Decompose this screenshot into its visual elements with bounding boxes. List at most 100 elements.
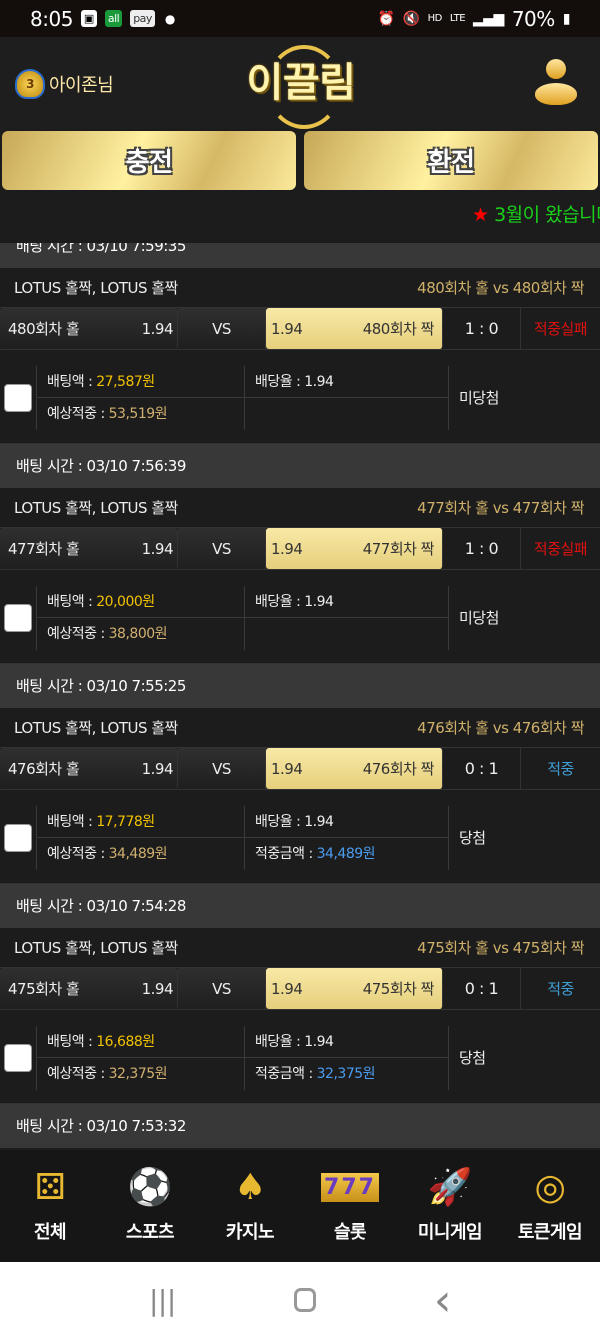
select-checkbox[interactable] (4, 384, 32, 412)
score: 0 : 1 (443, 748, 521, 789)
game-name: LOTUS 홀짝, LOTUS 홀짝 (14, 939, 178, 957)
win-amount-cell: 적중금액 : 34,489원 (244, 838, 448, 870)
nav-item-dice[interactable]: ⚄ 전체 (0, 1150, 100, 1262)
signal-icon: ▂▄▆ (473, 10, 504, 27)
win-amount-cell (244, 398, 448, 430)
details-grid: 배팅액 : 27,587원 예상적중 : 53,519원 배당율 : 1.94 미당첨 (36, 366, 600, 430)
bet-title-row: LOTUS 홀짝, LOTUS 홀짝 475회차 홀 vs 475회차 짝 (0, 928, 600, 968)
away-odds: 1.94 (271, 539, 303, 558)
game-name: LOTUS 홀짝, LOTUS 홀짝 (14, 719, 178, 737)
bet-amount-label: 배팅액 : (47, 1034, 97, 1050)
slot-777-icon: 777 (321, 1162, 379, 1212)
bet-title-row: LOTUS 홀짝, LOTUS 홀짝 477회차 홀 vs 477회차 짝 (0, 488, 600, 528)
nav-item-cards[interactable]: ♠ 카지노 (200, 1150, 300, 1262)
outcome-status: 당첨 (448, 1026, 600, 1090)
away-odds: 1.94 (271, 979, 303, 998)
bet-item: 배팅 시간 : 03/10 7:55:25 LOTUS 홀짝, LOTUS 홀짝 4… (0, 664, 600, 884)
star-icon: ★ (472, 204, 489, 226)
back-button[interactable]: ‹ (433, 1274, 452, 1326)
expected-amount: 53,519원 (108, 406, 168, 422)
nav-item-soccer-ball[interactable]: ⚽ 스포츠 (100, 1150, 200, 1262)
result-status: 적중 (547, 760, 574, 778)
bet-history-list[interactable]: 배팅 시간 : 03/10 7:59:35 LOTUS 홀짝, LOTUS 홀짝 4… (0, 243, 600, 1150)
score: 1 : 0 (443, 308, 521, 349)
home-pick[interactable]: 477회차 홀 1.94 (0, 528, 178, 569)
nav-item-slot-777[interactable]: 777 슬롯 (300, 1150, 400, 1262)
cards-icon: ♠ (234, 1166, 266, 1208)
expected-label: 예상적중 : (47, 846, 109, 862)
nav-item-roulette[interactable]: ◎ 토큰게임 (500, 1150, 600, 1262)
roulette-icon: ◎ (534, 1166, 566, 1208)
nav-label: 미니게임 (417, 1222, 483, 1243)
profile-icon[interactable] (533, 59, 579, 107)
away-name: 480회차 짝 (362, 320, 435, 338)
expected-label: 예상적중 : (47, 1066, 109, 1082)
odds-cell: 배당율 : 1.94 (244, 366, 448, 398)
bet-details: 배팅액 : 17,778원 예상적중 : 34,489원 배당율 : 1.94 적중금… (0, 806, 600, 884)
slot-777-icon-glyph: 777 (321, 1172, 379, 1202)
home-odds: 1.94 (141, 319, 174, 338)
battery-level: 70% (511, 6, 555, 31)
level-badge-icon: 3 (15, 69, 45, 99)
bet-item: 배팅 시간 : 03/10 7:54:28 LOTUS 홀짝, LOTUS 홀짝 4… (0, 884, 600, 1104)
select-checkbox[interactable] (4, 1044, 32, 1072)
charge-button[interactable]: 충전 (2, 131, 296, 190)
win-amount: 32,375원 (316, 1066, 376, 1082)
user-info[interactable]: 3 아이존님 (15, 69, 114, 99)
username: 아이존님 (49, 75, 114, 96)
recent-apps-button[interactable]: ||| (149, 1283, 176, 1317)
expected-cell: 예상적중 : 34,489원 (37, 838, 244, 870)
details-grid: 배팅액 : 17,778원 예상적중 : 34,489원 배당율 : 1.94 적중금… (36, 806, 600, 870)
bet-time: 배팅 시간 : 03/10 7:59:35 (0, 243, 600, 268)
bottom-nav: ⚄ 전체 ⚽ 스포츠 ♠ 카지노 777 슬롯 🚀 미니게임 ◎ 토큰게임 (0, 1150, 600, 1262)
home-button[interactable] (293, 1288, 316, 1312)
bet-item: 배팅 시간 : 03/10 7:59:35 LOTUS 홀짝, LOTUS 홀짝 4… (0, 243, 600, 444)
bet-amount-cell: 배팅액 : 17,778원 (37, 806, 244, 838)
bet-amount: 17,778원 (96, 814, 155, 830)
home-odds: 1.94 (141, 759, 174, 778)
expected-cell: 예상적중 : 32,375원 (37, 1058, 244, 1090)
logo[interactable]: 이끌림 (246, 45, 356, 129)
home-odds: 1.94 (141, 539, 174, 558)
home-pick[interactable]: 475회차 홀 1.94 (0, 968, 178, 1009)
select-checkbox[interactable] (4, 824, 32, 852)
bet-details: 배팅액 : 20,000원 예상적중 : 38,800원 배당율 : 1.94 미당첨 (0, 586, 600, 664)
away-pick-selected[interactable]: 1.94 475회차 짝 (266, 968, 443, 1009)
battery-icon: ▮ (562, 10, 571, 27)
outcome-status: 당첨 (448, 806, 600, 870)
announcement-marquee: ★ 3월이 왔습니다 (472, 200, 600, 227)
allone-icon: all (104, 10, 123, 27)
win-amount-cell (244, 618, 448, 650)
status-bar: 8:05 ▣ all pay ● ⏰ 🔇 HD LTE ▂▄▆ 70% ▮ (0, 0, 600, 37)
rocket-icon: 🚀 (427, 1167, 473, 1208)
away-pick-selected[interactable]: 1.94 477회차 짝 (266, 528, 443, 569)
vs-label: VS (178, 968, 266, 1009)
bet-details: 배팅액 : 27,587원 예상적중 : 53,519원 배당율 : 1.94 미당첨 (0, 366, 600, 444)
outcome-status: 미당첨 (448, 366, 600, 430)
bet-amount-cell: 배팅액 : 20,000원 (37, 586, 244, 618)
exchange-button[interactable]: 환전 (304, 131, 598, 190)
vs-label: VS (178, 308, 266, 349)
bet-amount: 16,688원 (96, 1034, 155, 1050)
select-checkbox[interactable] (4, 604, 32, 632)
nav-label: 토큰게임 (517, 1222, 583, 1243)
expected-amount: 38,800원 (108, 626, 168, 642)
away-pick-selected[interactable]: 1.94 480회차 짝 (266, 308, 443, 349)
nav-item-rocket[interactable]: 🚀 미니게임 (400, 1150, 500, 1262)
pay-icon: pay (130, 10, 155, 27)
bet-title-row: LOTUS 홀짝, LOTUS 홀짝 476회차 홀 vs 476회차 짝 (0, 708, 600, 748)
result-status: 적중실패 (533, 540, 588, 558)
matchup: 480회차 홀 vs 480회차 짝 (417, 279, 584, 297)
home-pick[interactable]: 476회차 홀 1.94 (0, 748, 178, 789)
odds-cell: 배당율 : 1.94 (244, 806, 448, 838)
vs-label: VS (178, 748, 266, 789)
away-pick-selected[interactable]: 1.94 476회차 짝 (266, 748, 443, 789)
alarm-icon: ⏰ (377, 10, 395, 27)
home-pick[interactable]: 480회차 홀 1.94 (0, 308, 178, 349)
nav-label: 슬롯 (333, 1222, 367, 1243)
bet-time: 배팅 시간 : 03/10 7:56:39 (0, 444, 600, 488)
announcement-text: 3월이 왔습니다 (494, 204, 600, 226)
